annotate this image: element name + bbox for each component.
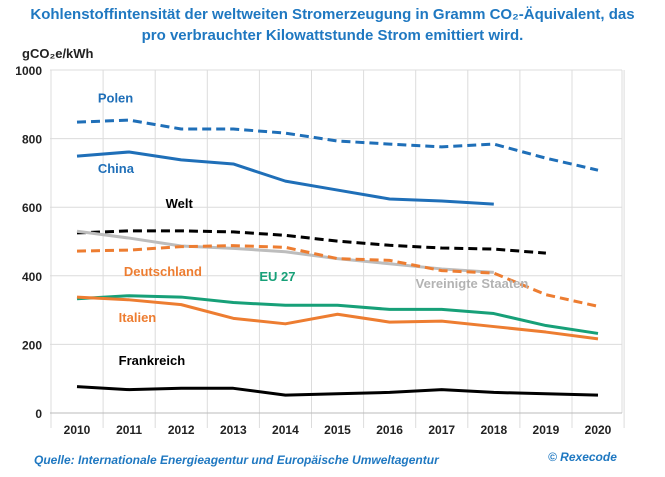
series-label: Polen <box>98 91 133 106</box>
series-line-deutschland <box>76 244 599 308</box>
source-note: Quelle: Internationale Energieagentur un… <box>34 453 439 467</box>
y-tick-label: 400 <box>22 270 42 284</box>
chart-title: Kohlenstoffintensität der weltweiten Str… <box>0 4 665 46</box>
x-tick-label: 2011 <box>116 423 142 437</box>
y-tick-label: 0 <box>35 407 42 421</box>
x-tick-label: 2020 <box>585 423 612 437</box>
series-label: Italien <box>119 310 157 325</box>
y-tick-label: 800 <box>22 133 42 147</box>
series-label: EU 27 <box>259 269 295 284</box>
x-tick-label: 2015 <box>324 423 351 437</box>
series-line-frankreich <box>76 385 599 397</box>
y-tick-label: 600 <box>22 201 42 215</box>
series-label: China <box>98 161 135 176</box>
x-tick-label: 2013 <box>220 423 247 437</box>
series-line-polen <box>76 118 599 172</box>
series-label: Welt <box>166 196 194 211</box>
series-line-china <box>76 150 494 206</box>
series-label: Deutschland <box>124 264 202 279</box>
title-line-1: Kohlenstoffintensität der weltweiten Str… <box>30 6 635 23</box>
x-tick-label: 2012 <box>168 423 195 437</box>
y-axis-label: gCO₂e/kWh <box>22 46 94 61</box>
copyright: © Rexecode <box>548 450 617 464</box>
series-label: Vereinigte Staaten <box>416 276 529 291</box>
y-tick-label: 1000 <box>15 64 42 78</box>
series-line-welt <box>76 229 547 255</box>
x-tick-label: 2016 <box>376 423 403 437</box>
series-line-vereinigte-staaten <box>76 229 494 274</box>
x-tick-label: 2010 <box>64 423 91 437</box>
series-line-italien <box>76 295 599 341</box>
x-tick-label: 2019 <box>533 423 560 437</box>
x-tick-label: 2014 <box>272 423 299 437</box>
series-line-eu-27 <box>76 294 599 335</box>
series-label: Frankreich <box>119 353 186 368</box>
x-tick-label: 2017 <box>428 423 455 437</box>
y-tick-label: 200 <box>22 338 42 352</box>
title-line-2: pro verbrauchter Kilowattstunde Strom em… <box>141 27 524 44</box>
x-tick-label: 2018 <box>480 423 507 437</box>
